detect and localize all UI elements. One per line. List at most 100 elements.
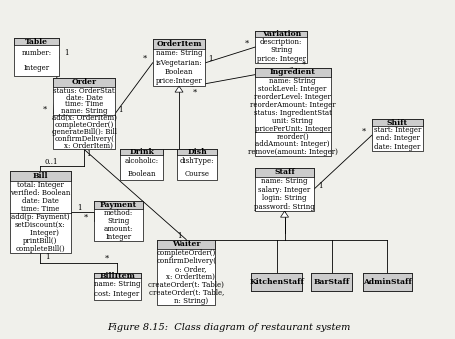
Bar [177,149,217,180]
Text: verified: Boolean: verified: Boolean [10,188,71,197]
Bar [363,273,412,291]
Text: cost: Integer: cost: Integer [95,290,140,298]
Text: *: * [83,213,88,221]
Text: *: * [302,60,306,68]
Text: 1: 1 [86,151,91,159]
Text: pricePerUnit: Integer: pricePerUnit: Integer [254,124,331,133]
Text: add(p: Payment): add(p: Payment) [11,213,70,221]
Text: Integer: Integer [23,64,50,73]
Text: reorder(): reorder() [276,133,309,140]
Text: Figure 8.15:  Class diagram of restaurant system: Figure 8.15: Class diagram of restaurant… [107,323,350,332]
Text: String: String [107,217,129,225]
Bar [10,171,71,253]
Bar [53,78,115,149]
Text: alcoholic:: alcoholic: [125,158,159,165]
Bar [251,273,303,291]
Text: total: Integer: total: Integer [17,181,64,188]
Text: String: String [270,46,292,54]
Text: n: String): n: String) [165,297,208,304]
Text: Integer: Integer [105,233,131,241]
Text: 1: 1 [318,181,323,190]
Bar [94,201,143,209]
Text: Ingredient: Ingredient [270,68,315,77]
Text: 1: 1 [45,253,50,261]
Bar [121,149,163,156]
Text: confirmDelivery(: confirmDelivery( [156,257,216,265]
Bar [372,119,423,126]
Text: addAmount: Integer): addAmount: Integer) [255,140,330,148]
Text: *: * [142,55,147,63]
Bar [121,149,163,180]
Text: Variation: Variation [262,30,301,38]
Text: 1: 1 [65,49,69,57]
Bar [255,68,331,77]
Text: number:: number: [21,49,51,57]
Bar [256,31,307,37]
Bar [177,149,217,156]
Bar [311,273,352,291]
Text: KitchenStaff: KitchenStaff [249,278,304,286]
Text: time: Time: time: Time [65,100,103,108]
Text: amount:: amount: [104,225,133,233]
Text: status: OrderStat: status: OrderStat [53,86,115,95]
Text: time: Time: time: Time [21,205,60,213]
Text: *: * [362,127,366,135]
Bar [363,273,412,291]
Text: name: String: name: String [61,107,107,115]
Text: date: Date: date: Date [22,197,59,205]
Text: Boolean: Boolean [127,170,156,178]
Text: isVegetarian:: isVegetarian: [156,59,202,67]
Bar [157,240,215,304]
Text: Drink: Drink [129,148,154,157]
Bar [311,273,352,291]
Text: password: String: password: String [254,203,315,211]
Text: status: IngredientStat: status: IngredientStat [254,109,332,117]
Text: Order: Order [72,78,97,86]
Text: BarStaff: BarStaff [313,278,349,286]
Bar [256,168,313,211]
Text: BillItem: BillItem [99,272,135,280]
Bar [94,201,143,241]
Text: reorderLevel: Integer: reorderLevel: Integer [254,93,331,101]
Polygon shape [175,86,183,92]
Text: printBill(): printBill() [23,237,58,245]
Text: *: * [43,106,47,114]
Text: 1: 1 [208,56,213,63]
Text: name: String: name: String [94,280,140,287]
Bar [10,171,71,180]
Polygon shape [281,211,288,217]
Text: 0..1: 0..1 [45,158,58,166]
Text: dishType:: dishType: [180,158,215,165]
Text: name: String: name: String [156,49,202,58]
Text: Course: Course [185,170,210,178]
Text: createOrder(t: Table,: createOrder(t: Table, [148,288,224,297]
Text: OrderItem: OrderItem [156,40,202,48]
Bar [372,119,423,151]
Text: confirmDelivery(: confirmDelivery( [54,135,114,143]
Text: completeOrder(): completeOrder() [55,121,114,129]
Text: completeBill(): completeBill() [15,245,65,253]
Text: Dish: Dish [187,148,207,157]
Bar [14,38,59,45]
Text: Waiter: Waiter [172,240,201,248]
Text: price:Integer: price:Integer [156,78,202,85]
Text: AdminStaff: AdminStaff [363,278,412,286]
Text: createOrder(t: Table): createOrder(t: Table) [148,281,224,288]
Text: reorderAmount: Integer: reorderAmount: Integer [250,101,335,109]
Bar [14,38,59,76]
Bar [53,78,115,87]
Text: method:: method: [104,209,133,217]
Bar [251,273,303,291]
Text: Staff: Staff [274,168,295,176]
Text: description:: description: [260,38,303,46]
Bar [94,273,141,300]
Text: add(x: OrderItem): add(x: OrderItem) [52,114,116,122]
Bar [256,168,313,177]
Text: salary: Integer: salary: Integer [258,185,311,194]
Bar [255,68,331,156]
Text: Table: Table [25,38,48,46]
Text: *: * [245,40,250,47]
Text: stockLevel: Integer: stockLevel: Integer [258,85,327,93]
Text: end: Integer: end: Integer [375,135,420,142]
Bar [157,240,215,249]
